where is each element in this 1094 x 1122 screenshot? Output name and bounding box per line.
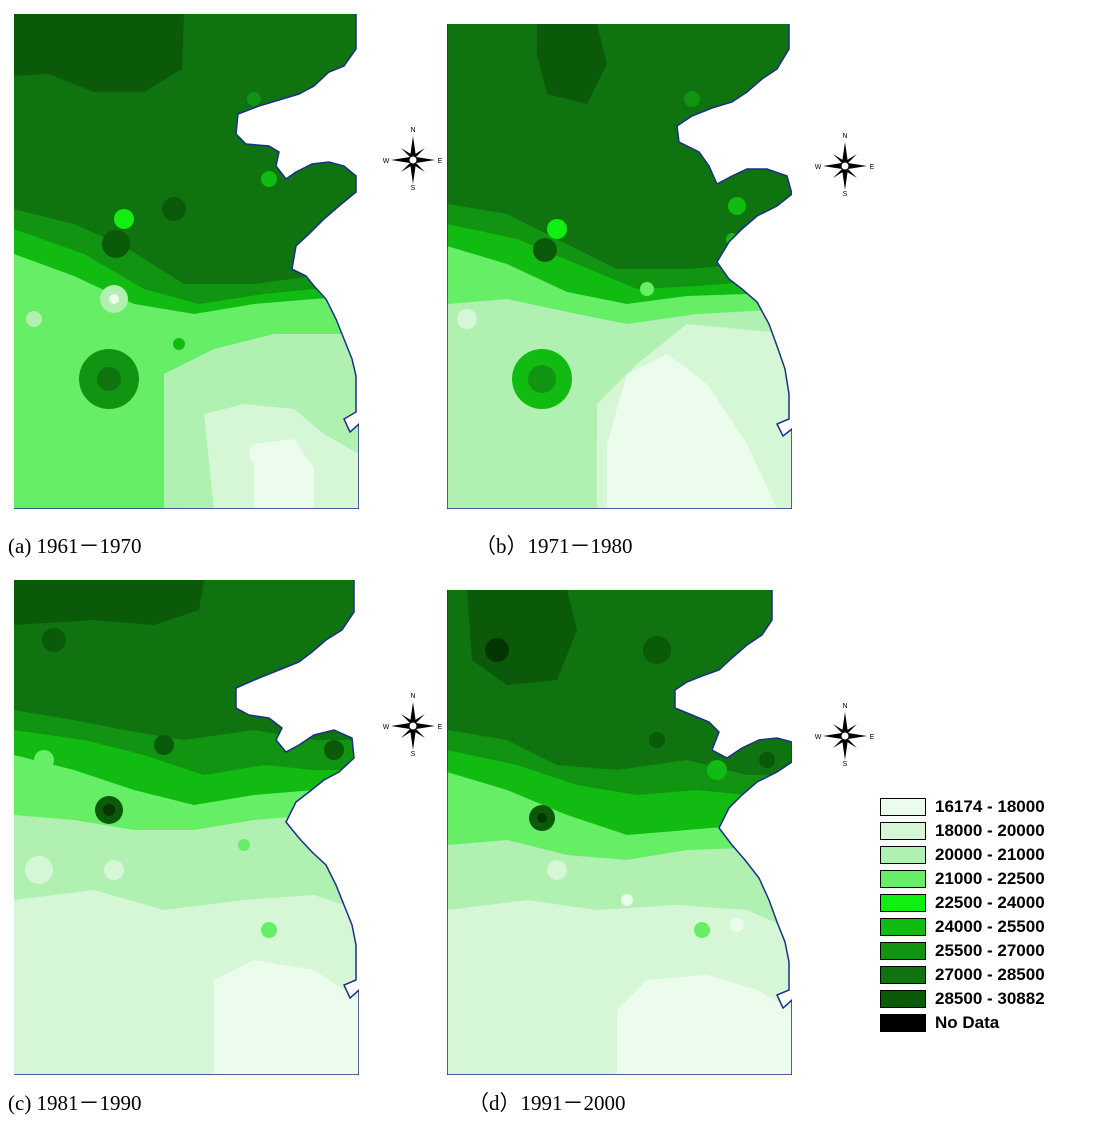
compass-rose-icon: N S E W bbox=[383, 693, 443, 756]
legend-swatch bbox=[880, 990, 926, 1008]
legend-swatch bbox=[880, 1014, 926, 1032]
legend-item: 21000 - 22500 bbox=[880, 868, 1094, 890]
compass-rose-icon: N S E W bbox=[383, 127, 443, 190]
legend-swatch bbox=[880, 894, 926, 912]
svg-text:S: S bbox=[843, 761, 848, 766]
legend-swatch bbox=[880, 846, 926, 864]
map-panel-c bbox=[14, 580, 359, 1075]
compass-rose-icon: N S E W bbox=[815, 133, 875, 196]
caption-panel-c: (c) 1981－1990 bbox=[8, 1091, 142, 1115]
legend-label: 28500 - 30882 bbox=[935, 989, 1045, 1008]
legend-item: 24000 - 25500 bbox=[880, 916, 1094, 938]
compass-rose-icon: N S E W bbox=[815, 703, 875, 766]
legend-item: 22500 - 24000 bbox=[880, 892, 1094, 914]
legend-item: No Data bbox=[880, 1012, 1094, 1034]
legend-swatch bbox=[880, 870, 926, 888]
legend-label: 27000 - 28500 bbox=[935, 965, 1045, 984]
legend-item: 28500 - 30882 bbox=[880, 988, 1094, 1010]
legend-item: 25500 - 27000 bbox=[880, 940, 1094, 962]
legend-item: 27000 - 28500 bbox=[880, 964, 1094, 986]
caption-panel-b: （b）1971－1980 bbox=[475, 534, 633, 558]
svg-text:S: S bbox=[411, 185, 416, 190]
svg-text:W: W bbox=[815, 164, 822, 171]
legend-label: 24000 - 25500 bbox=[935, 917, 1045, 936]
legend-swatch bbox=[880, 942, 926, 960]
legend-swatch bbox=[880, 822, 926, 840]
map-panel-b bbox=[447, 24, 792, 509]
svg-text:W: W bbox=[383, 158, 390, 165]
legend-label: 21000 - 22500 bbox=[935, 869, 1045, 888]
legend-label: 16174 - 18000 bbox=[935, 797, 1045, 816]
legend-swatch bbox=[880, 966, 926, 984]
svg-text:E: E bbox=[870, 164, 875, 171]
legend-swatch bbox=[880, 918, 926, 936]
legend-label: 18000 - 20000 bbox=[935, 821, 1045, 840]
legend-item: 18000 - 20000 bbox=[880, 820, 1094, 842]
svg-text:E: E bbox=[438, 158, 443, 165]
map-panel-d bbox=[447, 590, 792, 1075]
legend-label: 20000 - 21000 bbox=[935, 845, 1045, 864]
legend-item: 16174 - 18000 bbox=[880, 796, 1094, 818]
caption-panel-d: （d）1991－2000 bbox=[468, 1091, 626, 1115]
svg-text:W: W bbox=[815, 734, 822, 741]
svg-text:S: S bbox=[843, 191, 848, 196]
svg-text:E: E bbox=[438, 724, 443, 731]
legend-swatch bbox=[880, 798, 926, 816]
svg-text:N: N bbox=[842, 703, 847, 710]
map-panel-a bbox=[14, 14, 359, 509]
svg-text:N: N bbox=[410, 127, 415, 134]
legend-label: 22500 - 24000 bbox=[935, 893, 1045, 912]
svg-text:N: N bbox=[842, 133, 847, 140]
caption-panel-a: (a) 1961－1970 bbox=[8, 534, 142, 558]
svg-text:S: S bbox=[411, 751, 416, 756]
legend-label: 25500 - 27000 bbox=[935, 941, 1045, 960]
svg-text:W: W bbox=[383, 724, 390, 731]
legend-item: 20000 - 21000 bbox=[880, 844, 1094, 866]
svg-text:E: E bbox=[870, 734, 875, 741]
svg-text:N: N bbox=[410, 693, 415, 700]
legend-label: No Data bbox=[935, 1013, 1000, 1032]
